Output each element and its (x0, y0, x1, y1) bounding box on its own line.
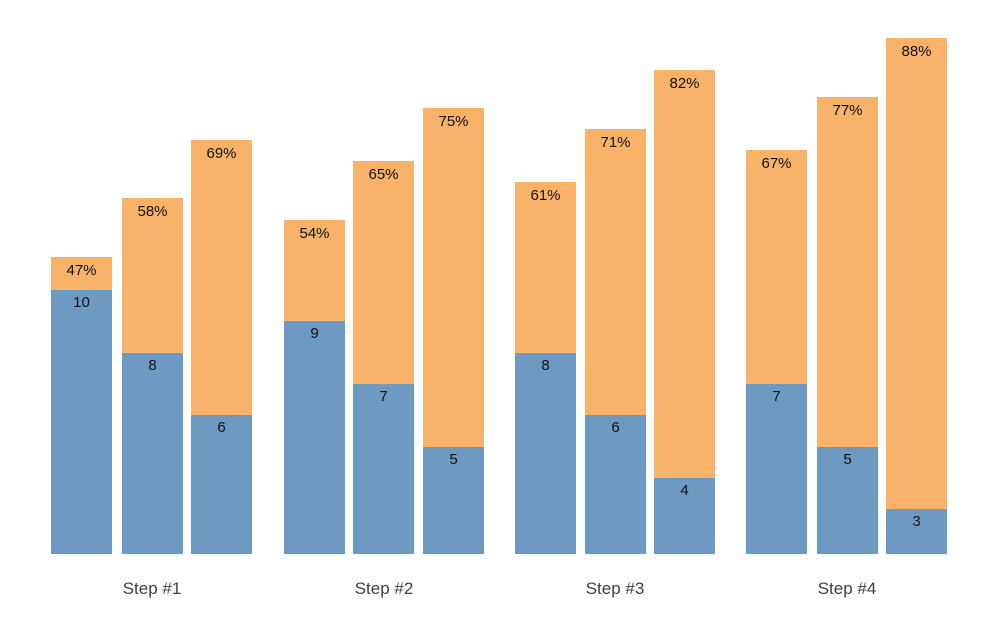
value-label: 5 (449, 451, 458, 468)
stacked-bar: 54% 9 (284, 220, 345, 554)
x-tick-label: Step #4 (817, 579, 877, 598)
stacked-bar: 47% 10 (51, 257, 112, 554)
bottom-count-segment (423, 447, 484, 554)
percent-label: 88% (901, 43, 932, 60)
x-tick-label: Step #1 (122, 579, 182, 598)
percent-label: 54% (299, 225, 330, 242)
value-label: 7 (772, 388, 781, 405)
bottom-count-segment (585, 415, 646, 554)
stacked-bar: 88% 3 (886, 38, 947, 554)
bottom-count-segment (353, 384, 414, 554)
value-label: 7 (379, 388, 388, 405)
bottom-count-segment (817, 447, 878, 554)
value-label: 8 (148, 357, 157, 374)
stacked-bar: 58% 8 (122, 198, 183, 554)
value-label: 10 (73, 294, 90, 311)
stacked-bar: 75% 5 (423, 108, 484, 554)
stacked-bar: 65% 7 (353, 161, 414, 554)
percent-label: 77% (832, 102, 863, 119)
stacked-bar: 82% 4 (654, 70, 715, 554)
bottom-count-segment (122, 353, 183, 554)
bottom-count-segment (515, 353, 576, 554)
percent-label: 47% (66, 262, 97, 279)
percent-label: 58% (137, 203, 168, 220)
percent-label: 67% (761, 155, 792, 172)
stacked-bar: 67% 7 (746, 150, 807, 554)
value-label: 8 (541, 357, 550, 374)
percent-label: 65% (368, 166, 399, 183)
value-label: 6 (611, 419, 620, 436)
stacked-bar: 61% 8 (515, 182, 576, 554)
percent-label: 82% (669, 75, 700, 92)
x-tick-label: Step #3 (585, 579, 645, 598)
stacked-bar: 71% 6 (585, 129, 646, 554)
bottom-count-segment (191, 415, 252, 554)
stacked-bar: 77% 5 (817, 97, 878, 554)
bottom-count-segment (284, 321, 345, 554)
bottom-count-segment (51, 290, 112, 554)
value-label: 4 (680, 482, 689, 499)
value-label: 3 (912, 513, 921, 530)
value-label: 6 (217, 419, 226, 436)
value-label: 5 (843, 451, 852, 468)
percent-label: 61% (530, 187, 561, 204)
percent-label: 75% (438, 113, 469, 130)
x-tick-label: Step #2 (354, 579, 414, 598)
bottom-count-segment (746, 384, 807, 554)
stacked-bar: 69% 6 (191, 140, 252, 554)
bottom-count-segment (886, 509, 947, 554)
value-label: 9 (310, 325, 319, 342)
percent-label: 71% (600, 134, 631, 151)
bottom-count-segment (654, 478, 715, 554)
percent-label: 69% (206, 145, 237, 162)
